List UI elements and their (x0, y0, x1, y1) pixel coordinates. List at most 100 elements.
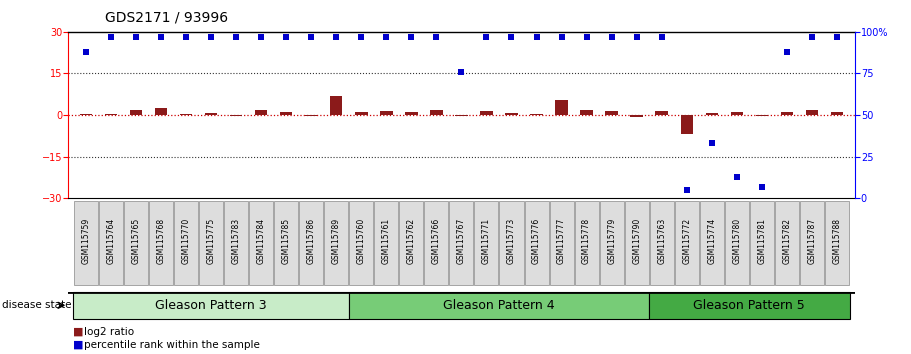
Text: GSM115767: GSM115767 (457, 218, 466, 264)
Point (354, 34, 369, 40)
Text: GSM115788: GSM115788 (833, 218, 842, 264)
Bar (330, 96, 343, 115)
Text: GSM115781: GSM115781 (757, 218, 766, 264)
FancyBboxPatch shape (299, 201, 323, 285)
Point (179, 34, 193, 40)
FancyBboxPatch shape (775, 201, 799, 285)
Text: GSM115774: GSM115774 (707, 218, 716, 264)
Text: GSM115786: GSM115786 (307, 218, 316, 264)
Point (554, 34, 568, 40)
Point (680, 187, 694, 193)
Bar (230, 115, 242, 116)
Text: GSM115770: GSM115770 (181, 218, 190, 264)
FancyBboxPatch shape (725, 201, 749, 285)
FancyBboxPatch shape (349, 201, 374, 285)
Point (479, 34, 494, 40)
Text: ■: ■ (73, 327, 84, 337)
Point (304, 34, 319, 40)
Text: GSM115775: GSM115775 (207, 218, 216, 264)
Text: GSM115776: GSM115776 (532, 218, 541, 264)
Point (830, 34, 844, 40)
FancyBboxPatch shape (750, 201, 774, 285)
Point (404, 34, 419, 40)
Text: log2 ratio: log2 ratio (84, 327, 134, 337)
Text: Gleason Pattern 3: Gleason Pattern 3 (155, 299, 267, 312)
FancyBboxPatch shape (425, 201, 448, 285)
Point (204, 34, 219, 40)
FancyBboxPatch shape (399, 201, 424, 285)
Bar (656, 111, 668, 115)
FancyBboxPatch shape (174, 201, 198, 285)
FancyBboxPatch shape (224, 201, 248, 285)
Bar (205, 113, 218, 115)
Bar (105, 114, 118, 115)
Bar (831, 112, 844, 115)
Point (754, 184, 769, 189)
FancyBboxPatch shape (249, 201, 273, 285)
FancyBboxPatch shape (499, 201, 524, 285)
Text: GSM115780: GSM115780 (732, 218, 742, 264)
Bar (129, 110, 142, 115)
Text: GSM115778: GSM115778 (582, 218, 591, 264)
FancyBboxPatch shape (625, 201, 649, 285)
FancyBboxPatch shape (124, 201, 148, 285)
Point (579, 34, 594, 40)
FancyBboxPatch shape (74, 201, 97, 285)
Text: GSM115772: GSM115772 (682, 218, 691, 264)
Text: ■: ■ (73, 340, 84, 350)
FancyBboxPatch shape (374, 201, 398, 285)
Bar (456, 115, 467, 116)
FancyBboxPatch shape (675, 201, 699, 285)
Text: GSM115762: GSM115762 (407, 218, 415, 264)
Text: disease state: disease state (2, 300, 71, 310)
Bar (530, 114, 543, 115)
Text: GSM115759: GSM115759 (81, 218, 90, 264)
FancyBboxPatch shape (549, 201, 574, 285)
FancyBboxPatch shape (475, 201, 498, 285)
Point (104, 34, 118, 40)
Text: GSM115761: GSM115761 (382, 218, 391, 264)
Text: GSM115768: GSM115768 (157, 218, 166, 264)
Bar (430, 109, 443, 115)
FancyBboxPatch shape (199, 201, 223, 285)
FancyBboxPatch shape (650, 292, 850, 319)
Text: GDS2171 / 93996: GDS2171 / 93996 (105, 11, 228, 25)
Text: percentile rank within the sample: percentile rank within the sample (84, 340, 260, 350)
Point (429, 34, 444, 40)
Bar (556, 100, 568, 115)
FancyBboxPatch shape (575, 201, 599, 285)
FancyBboxPatch shape (700, 201, 724, 285)
Bar (506, 113, 517, 115)
Point (329, 34, 343, 40)
Point (504, 34, 518, 40)
Point (630, 34, 644, 40)
Bar (805, 109, 818, 115)
Point (254, 34, 269, 40)
Text: GSM115760: GSM115760 (357, 218, 366, 264)
Text: GSM115779: GSM115779 (607, 218, 616, 264)
FancyBboxPatch shape (99, 201, 123, 285)
Point (780, 49, 794, 55)
Bar (355, 112, 367, 115)
Bar (305, 115, 317, 116)
Text: GSM115784: GSM115784 (257, 218, 266, 264)
Text: GSM115763: GSM115763 (657, 218, 666, 264)
Text: GSM115773: GSM115773 (507, 218, 516, 264)
Point (704, 141, 719, 146)
Text: GSM115764: GSM115764 (107, 218, 116, 264)
FancyBboxPatch shape (449, 201, 474, 285)
Point (379, 34, 394, 40)
Point (604, 34, 619, 40)
FancyBboxPatch shape (73, 292, 349, 319)
FancyBboxPatch shape (650, 201, 674, 285)
Text: GSM115790: GSM115790 (632, 218, 641, 264)
Bar (630, 115, 643, 117)
FancyBboxPatch shape (148, 201, 173, 285)
FancyBboxPatch shape (349, 292, 650, 319)
Bar (606, 111, 618, 115)
Point (78, 49, 93, 55)
Text: GSM115766: GSM115766 (432, 218, 441, 264)
Text: GSM115782: GSM115782 (783, 218, 792, 264)
Bar (155, 108, 168, 115)
Point (454, 69, 468, 75)
